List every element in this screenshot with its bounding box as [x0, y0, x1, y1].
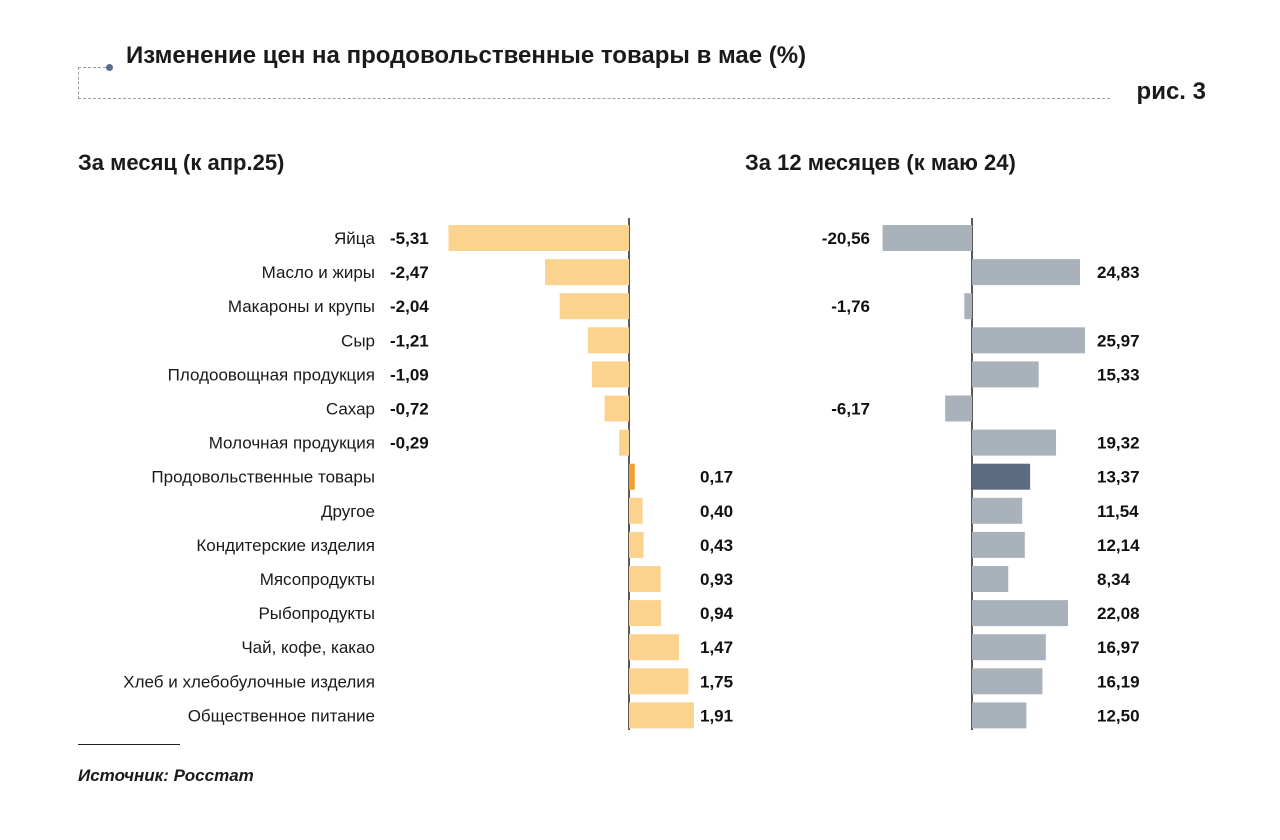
title-frame-bottom	[78, 98, 1110, 99]
month-category-label: Рыбопродукты	[258, 604, 375, 623]
month-bar	[587, 327, 629, 354]
month-category-label: Молочная продукция	[209, 434, 375, 453]
title-frame-top	[78, 67, 106, 68]
month-bar	[629, 497, 643, 524]
month-value-label: -0,29	[390, 434, 429, 453]
year-bar	[964, 293, 972, 320]
month-category-label: Продовольственные товары	[151, 468, 375, 487]
month-category-label: Другое	[321, 502, 375, 521]
year-value-label: 15,33	[1097, 365, 1140, 384]
year-bar	[972, 497, 1023, 524]
month-bar	[545, 259, 629, 286]
month-bar	[619, 429, 629, 456]
month-value-label: 0,43	[700, 536, 733, 555]
month-value-label: -2,47	[390, 263, 429, 282]
year-bar	[972, 702, 1027, 729]
chart-title: Изменение цен на продовольственные товар…	[126, 42, 807, 69]
month-category-label: Сыр	[341, 331, 375, 350]
year-value-label: 13,37	[1097, 468, 1140, 487]
month-bar	[591, 361, 629, 388]
month-value-label: -1,09	[390, 365, 429, 384]
source-note: Источник: Росстат	[78, 766, 254, 785]
year-value-label: 11,54	[1097, 502, 1139, 521]
month-bar	[629, 531, 644, 558]
year-value-label: 25,97	[1097, 331, 1140, 350]
month-value-label: -0,72	[390, 400, 429, 419]
month-value-label: 1,75	[700, 672, 733, 691]
year-bar	[972, 600, 1069, 627]
year-bar	[882, 225, 972, 251]
month-value-label: 1,91	[700, 706, 733, 725]
month-category-label: Хлеб и хлебобулочные изделия	[123, 672, 375, 691]
month-value-label: 0,94	[700, 604, 734, 623]
year-bar	[972, 327, 1085, 354]
year-bar	[972, 634, 1046, 661]
month-value-label: 0,40	[700, 502, 733, 521]
month-bar	[448, 225, 629, 251]
year-bar	[972, 668, 1043, 695]
year-bar	[972, 361, 1039, 388]
year-value-label: -20,56	[822, 229, 870, 248]
month-value-label: 1,47	[700, 638, 733, 657]
month-category-label: Чай, кофе, какао	[241, 638, 375, 657]
year-value-label: 16,97	[1097, 638, 1140, 657]
month-category-label: Яйца	[334, 229, 376, 248]
year-value-label: 19,32	[1097, 434, 1140, 453]
month-value-label: -2,04	[390, 297, 429, 316]
month-category-label: Кондитерские изделия	[196, 536, 375, 555]
year-value-label: 8,34	[1097, 570, 1131, 589]
source-divider	[78, 744, 180, 745]
month-bar	[629, 702, 694, 729]
month-category-label: Макароны и крупы	[228, 297, 375, 316]
year-bar	[972, 463, 1031, 490]
year-value-label: 24,83	[1097, 263, 1140, 282]
month-category-label: Общественное питание	[188, 706, 375, 725]
year-bar	[972, 566, 1009, 592]
year-value-label: -1,76	[831, 297, 870, 316]
year-value-label: 12,14	[1097, 536, 1140, 555]
month-bar	[629, 600, 661, 627]
year-value-label: 12,50	[1097, 706, 1140, 725]
month-value-label: -5,31	[390, 229, 429, 248]
month-category-label: Масло и жиры	[262, 263, 375, 282]
year-chart-title: За 12 месяцев (к маю 24)	[745, 150, 1016, 175]
month-value-label: 0,93	[700, 570, 733, 589]
year-bar	[972, 429, 1057, 456]
month-bar	[629, 566, 661, 592]
month-value-label: -1,21	[390, 331, 429, 350]
figure-label: рис. 3	[1136, 78, 1206, 105]
month-bar	[559, 293, 629, 320]
month-category-label: Плодоовощная продукция	[168, 365, 375, 384]
month-chart-title: За месяц (к апр.25)	[78, 150, 285, 175]
year-bar	[972, 531, 1025, 558]
year-value-label: -6,17	[831, 400, 870, 419]
month-category-label: Мясопродукты	[260, 570, 375, 589]
month-value-label: 0,17	[700, 468, 733, 487]
title-frame-left	[78, 67, 79, 99]
month-bar	[604, 395, 629, 422]
month-category-label: Сахар	[326, 400, 375, 419]
year-value-label: 16,19	[1097, 672, 1140, 691]
title-bullet-dot	[106, 64, 113, 71]
year-bar	[972, 259, 1081, 286]
year-bar	[945, 395, 972, 422]
year-value-label: 22,08	[1097, 604, 1140, 623]
month-bar	[629, 668, 689, 695]
month-bar	[629, 463, 635, 490]
month-bar	[629, 634, 679, 661]
